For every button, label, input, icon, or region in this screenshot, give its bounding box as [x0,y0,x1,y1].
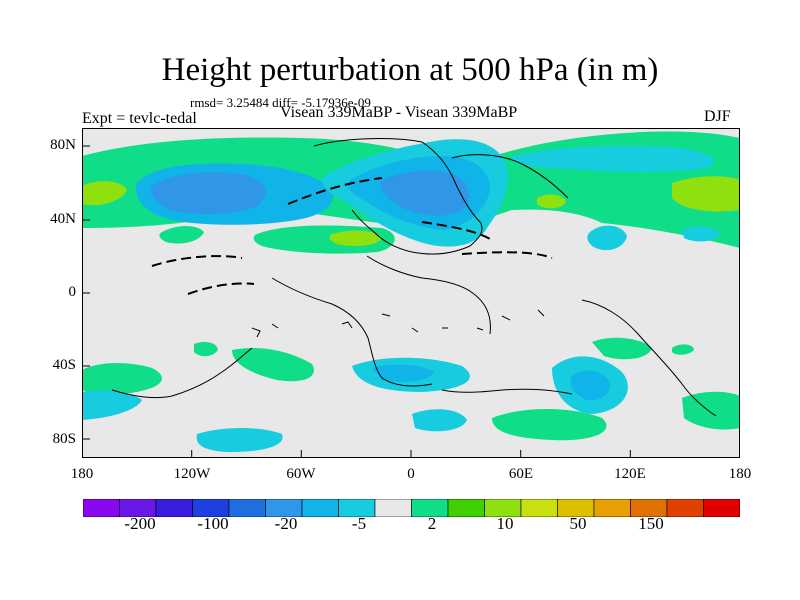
experiment-label: Expt = tevlc-tedal [82,110,197,127]
shelf-edges [151,177,553,295]
contour-pos-south-indian [492,409,607,441]
shelf-edge-east [421,221,493,241]
colorbar-box-18 [703,499,740,517]
contour-pos-atlantic-core [329,230,382,246]
coastlines [111,138,717,417]
coastline-south-america [111,347,253,399]
contour-pos-australia-east [592,337,652,360]
lon-tick-180e: 180 [728,466,752,482]
lon-tick-60e: 60E [508,466,534,482]
contour-yellow-green-east [672,176,740,212]
lon-tick-60w: 60W [286,466,316,482]
lon-tick-120e: 120E [614,466,646,482]
coastline-antarctic-edge [441,388,573,395]
stats-line: rmsd= 3.25484 diff= -5.17936e-09 [190,95,371,110]
contour-neg-south-pacific [82,390,142,420]
contour-neg-pacific-east [511,146,714,172]
lat-tick-80n: 80N [50,137,76,153]
lat-tick-0: 0 [68,284,77,300]
shelf-edge-mid [151,255,243,267]
contour-neg-south-atlantic-south [412,409,467,432]
lat-tick-80s: 80S [52,431,76,447]
shelf-edge-mid-east [461,251,553,259]
lat-tick-40n: 40N [50,211,76,227]
height-perturbation-map [82,128,740,458]
coastline-north-america [313,138,483,255]
contour-neg-far-south [196,428,283,452]
shelf-edge-north [287,177,383,205]
coastline-australia [581,299,717,417]
contour-neg-eurasia-core [380,170,469,216]
coastline-central [366,255,491,335]
colorbar-label-2: 2 [427,514,437,533]
contour-yellow-green-atlantic [537,194,566,209]
colorbar-label-neg200: -200 [124,514,156,533]
contour-neg-indian-east [682,226,720,242]
lon-tick-0: 0 [407,466,415,482]
lon-tick-180w: 180 [70,466,94,482]
map-ticks [82,145,631,458]
colorbar-label-neg100: -100 [197,514,229,533]
coastline-eurasia [451,154,569,199]
contour-pos-small-tropics [672,344,694,355]
contour-yellow-green-west [82,181,127,206]
contour-neg-south-atlantic-core [372,364,434,382]
contour-pos-south-america [232,347,314,382]
colorbar-label-neg5: -5 [351,514,367,533]
colorbar-label-neg20: -20 [274,514,298,533]
colorbar-label-50: 50 [569,514,587,533]
lon-tick-120w: 120W [173,466,211,482]
contour-neg-north-west-core [150,172,266,215]
season-label: DJF [704,108,731,125]
contour-pos-pacific-west [159,226,204,244]
contour-neg-indian-south-core [570,370,611,401]
plot-subtitle: Visean 339MaBP - Visean 339MaBP [280,104,518,121]
shelf-edge-tropics [187,282,255,295]
coastline-small-islands [251,309,545,338]
contour-pos-patagonia [194,342,218,357]
colorbar [83,499,740,517]
colorbar-label-150: 150 [638,514,664,533]
coastline-africa [271,277,433,387]
lat-tick-40s: 40S [52,357,76,373]
colorbar-label-10: 10 [496,514,514,533]
plot-title: Height perturbation at 500 hPa (in m) [161,52,659,88]
contour-pos-south-pacific [82,363,162,395]
contour-neg-indian [587,225,627,251]
